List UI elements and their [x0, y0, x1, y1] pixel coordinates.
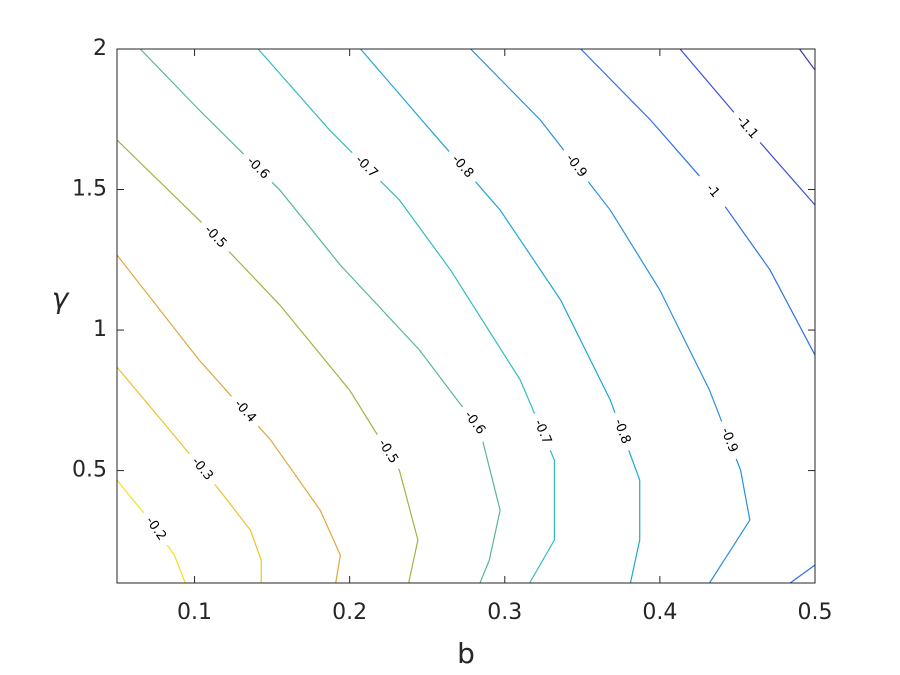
x-tick-label: 0.2 — [332, 600, 367, 625]
contour-line — [116, 139, 419, 584]
y-tick-label: 2 — [93, 36, 107, 61]
y-tick-label: 0.5 — [72, 458, 107, 483]
y-tick-label: 1.5 — [72, 177, 107, 202]
plot-frame — [116, 48, 816, 584]
x-tick-label: 0.5 — [798, 600, 833, 625]
contour-label-bg — [369, 429, 407, 474]
contour-line — [470, 48, 751, 584]
contour-label-bg — [194, 216, 236, 258]
y-axis-label: γ — [52, 282, 70, 315]
contour-label-group: -1 — [692, 170, 733, 213]
x-axis-label: b — [457, 637, 475, 670]
contour-label-bg — [224, 390, 265, 433]
contour-line — [360, 48, 641, 584]
contour-label-bg — [692, 170, 733, 213]
x-tick-label: 0.4 — [642, 600, 677, 625]
contour-label-bg — [727, 106, 767, 149]
contour-line — [116, 366, 262, 583]
contour-label-group: -0.9 — [713, 418, 745, 463]
contour-label-bg — [713, 418, 745, 463]
contour-label-bg — [455, 401, 494, 445]
contour-label-bg — [526, 410, 559, 454]
contour-label-bg — [182, 447, 222, 491]
contour-line — [139, 48, 501, 584]
contour-label-bg — [345, 146, 387, 188]
contour-label-group: -0.7 — [526, 410, 559, 454]
x-tick-label: 0.3 — [487, 600, 522, 625]
contour-label-bg — [237, 147, 279, 189]
x-tick-label: 0.1 — [177, 600, 212, 625]
contour-line — [257, 48, 556, 584]
y-tick-label: 1 — [93, 317, 107, 342]
contour-line — [116, 254, 341, 584]
contour-label-group: -0.8 — [606, 409, 638, 454]
contour-label-bg — [606, 409, 638, 454]
contour-label-bg — [556, 144, 596, 188]
contour-label-bg — [442, 145, 483, 188]
contour-label-bg — [136, 507, 175, 551]
contour-line — [799, 48, 816, 71]
